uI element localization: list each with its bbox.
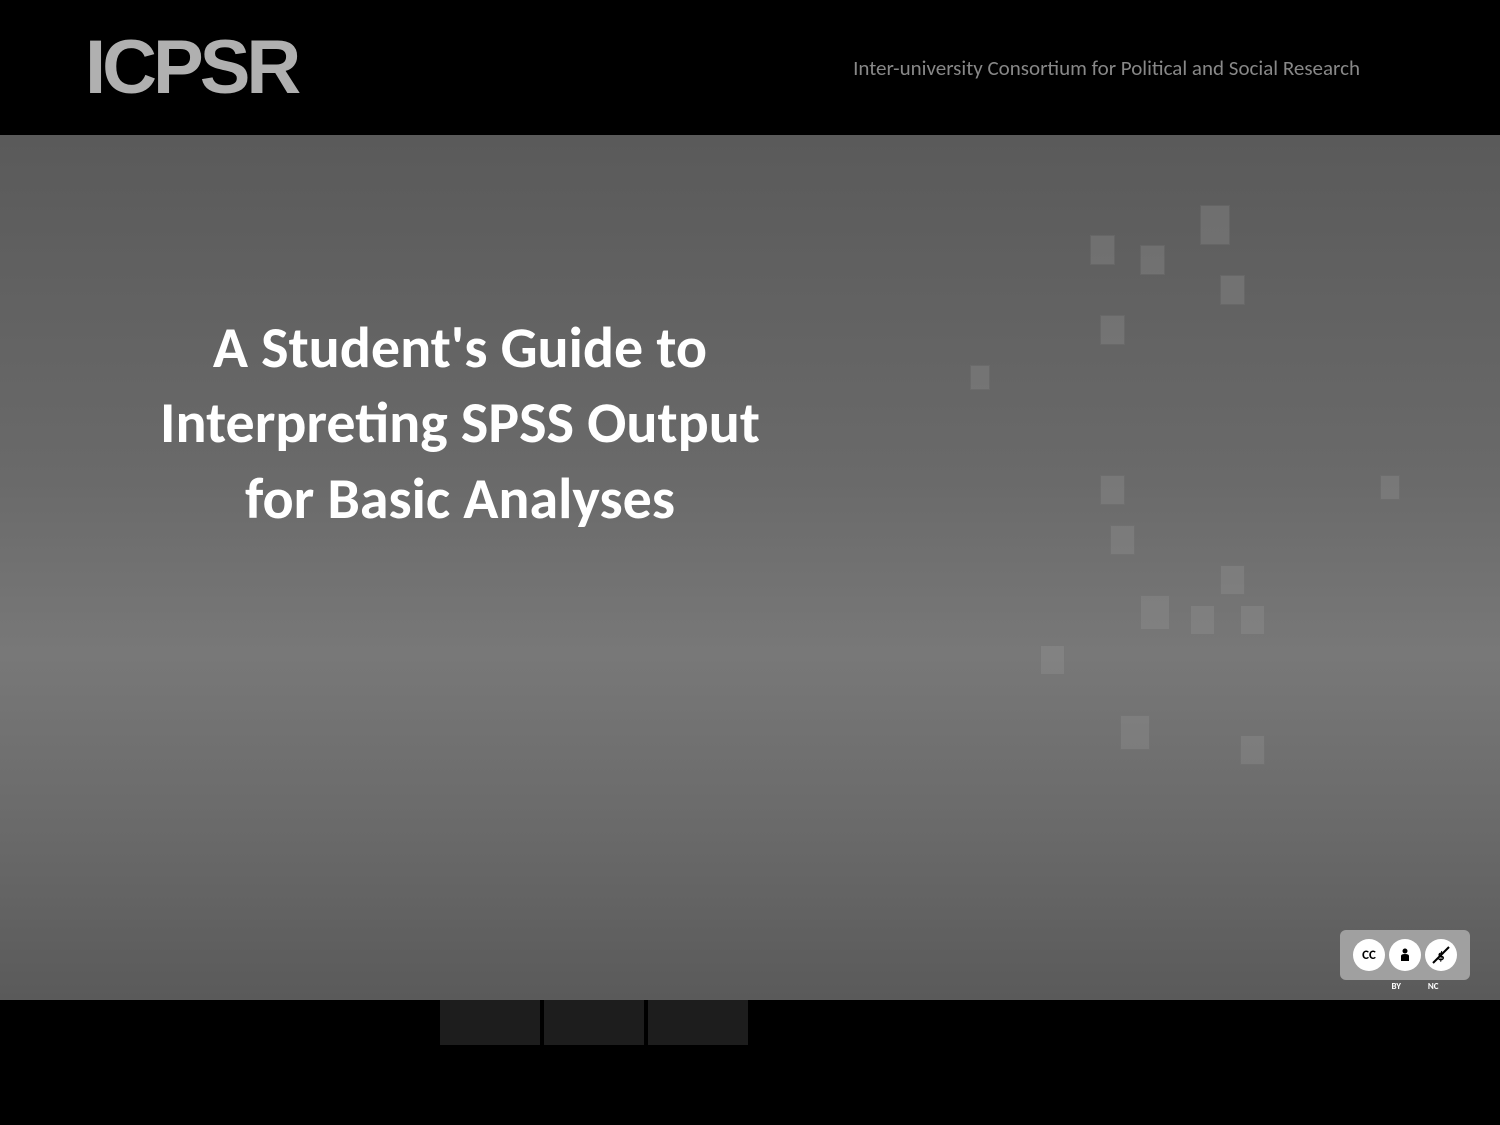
deco-shape [1220,275,1245,305]
footer-block [440,1000,540,1045]
person-icon [1397,947,1413,963]
main-slide-body: A Student's Guide to Interpreting SPSS O… [0,135,1500,1000]
cc-labels: BY NC [1350,981,1460,992]
footer-block [648,1000,748,1045]
header-bar: ICPSR Inter-university Consortium for Po… [0,0,1500,135]
deco-shape [1200,205,1230,245]
deco-shape [1380,475,1400,500]
deco-shape [1100,315,1125,345]
deco-shape [1240,735,1265,765]
header-subtitle: Inter-university Consortium for Politica… [853,55,1450,81]
deco-shape [1040,645,1065,675]
icpsr-logo: ICPSR [85,24,297,111]
deco-shape [1240,605,1265,635]
nc-icon: $ [1425,939,1457,971]
deco-shape [1140,595,1170,630]
title-line-3: for Basic Analyses [245,463,675,534]
footer-bar [0,1000,1500,1125]
title-container: A Student's Guide to Interpreting SPSS O… [110,310,810,536]
deco-shape [1140,245,1165,275]
deco-shape [1120,715,1150,750]
title-line-1: A Student's Guide to [213,312,707,383]
deco-shape [1090,235,1115,265]
dollar-slash-icon: $ [1431,945,1451,965]
footer-block [544,1000,644,1045]
cc-license-badge: CC $ [1340,930,1470,980]
by-icon [1389,939,1421,971]
footer-decoration [440,1000,748,1045]
deco-shape [1100,475,1125,505]
title-line-2: Interpreting SPSS Output [160,387,760,458]
by-label: BY [1391,981,1400,992]
main-title: A Student's Guide to Interpreting SPSS O… [110,310,810,536]
deco-shape [1190,605,1215,635]
decorative-background [820,175,1420,875]
cc-icon: CC [1353,939,1385,971]
deco-shape [1220,565,1245,595]
nc-label: NC [1428,981,1439,992]
deco-shape [970,365,990,390]
deco-shape [1110,525,1135,555]
